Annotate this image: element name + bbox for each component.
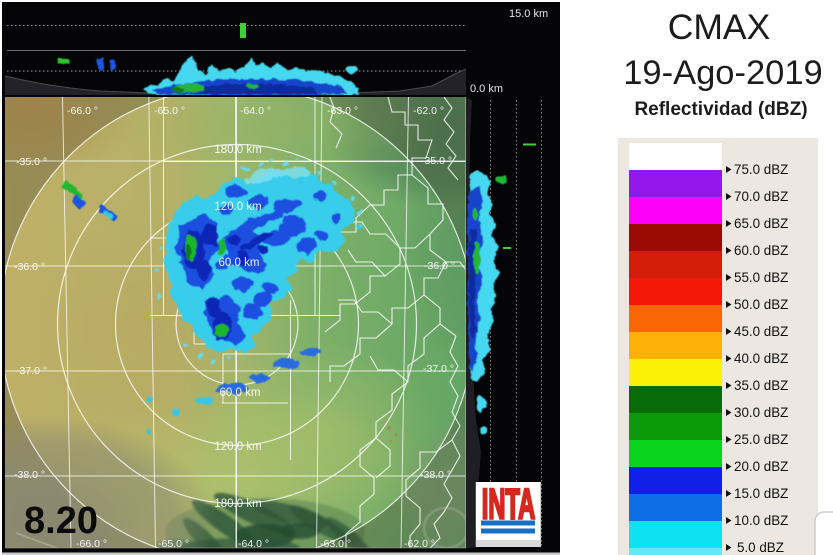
svg-text:5.0 dBZ: 5.0 dBZ xyxy=(737,540,784,555)
svg-text:30.0 dBZ: 30.0 dBZ xyxy=(734,405,788,420)
svg-text:-66.0 °: -66.0 ° xyxy=(76,538,107,550)
svg-text:8.20: 8.20 xyxy=(24,500,98,542)
svg-text:-36.0 °: -36.0 ° xyxy=(424,260,455,272)
svg-text:75.0 dBZ: 75.0 dBZ xyxy=(734,162,788,177)
svg-text:-65.0 °: -65.0 ° xyxy=(154,105,185,117)
svg-text:65.0 dBZ: 65.0 dBZ xyxy=(734,216,788,231)
svg-text:-36.0 °: -36.0 ° xyxy=(14,261,45,273)
svg-text:-63.0 °: -63.0 ° xyxy=(327,105,358,117)
svg-text:60.0 km: 60.0 km xyxy=(220,387,261,399)
svg-text:15.0 dBZ: 15.0 dBZ xyxy=(734,486,788,501)
svg-text:180.0 km: 180.0 km xyxy=(214,144,261,156)
svg-text:-66.0 °: -66.0 ° xyxy=(67,105,98,117)
svg-text:-38.0 °: -38.0 ° xyxy=(420,469,451,481)
svg-text:Reflectividad (dBZ): Reflectividad (dBZ) xyxy=(634,99,807,120)
svg-text:-63.0 °: -63.0 ° xyxy=(320,538,351,550)
svg-text:40.0 dBZ: 40.0 dBZ xyxy=(734,351,788,366)
svg-text:-65.0 °: -65.0 ° xyxy=(158,538,189,550)
svg-text:55.0 dBZ: 55.0 dBZ xyxy=(734,270,788,285)
svg-text:19-Ago-2019: 19-Ago-2019 xyxy=(623,54,823,92)
svg-text:25.0 dBZ: 25.0 dBZ xyxy=(734,432,788,447)
svg-text:70.0 dBZ: 70.0 dBZ xyxy=(734,189,788,204)
svg-text:35.0 dBZ: 35.0 dBZ xyxy=(734,378,788,393)
svg-text:-37.0 °: -37.0 ° xyxy=(16,365,47,377)
svg-text:60.0 dBZ: 60.0 dBZ xyxy=(734,243,788,258)
svg-text:-64.0 °: -64.0 ° xyxy=(238,538,269,550)
svg-text:-37.0 °: -37.0 ° xyxy=(423,363,454,375)
svg-text:50.0 dBZ: 50.0 dBZ xyxy=(734,297,788,312)
svg-text:-35.0 °: -35.0 ° xyxy=(421,155,452,167)
svg-text:CMAX: CMAX xyxy=(668,7,771,47)
svg-text:20.0 dBZ: 20.0 dBZ xyxy=(734,459,788,474)
svg-text:10.0 dBZ: 10.0 dBZ xyxy=(734,513,788,528)
svg-text:45.0 dBZ: 45.0 dBZ xyxy=(734,324,788,339)
svg-text:-38.0 °: -38.0 ° xyxy=(14,469,45,481)
svg-text:-64.0 °: -64.0 ° xyxy=(240,105,271,117)
svg-text:-62.0 °: -62.0 ° xyxy=(413,105,444,117)
svg-text:15.0 km: 15.0 km xyxy=(509,8,548,20)
svg-text:0.0 km: 0.0 km xyxy=(470,83,503,95)
svg-text:120.0 km: 120.0 km xyxy=(214,441,261,453)
svg-text:-35.0 °: -35.0 ° xyxy=(16,156,47,168)
svg-text:60.0 km: 60.0 km xyxy=(219,257,260,269)
svg-text:120.0 km: 120.0 km xyxy=(214,201,261,213)
svg-text:-62.0 °: -62.0 ° xyxy=(404,538,435,550)
svg-text:180.0 km: 180.0 km xyxy=(214,498,261,510)
